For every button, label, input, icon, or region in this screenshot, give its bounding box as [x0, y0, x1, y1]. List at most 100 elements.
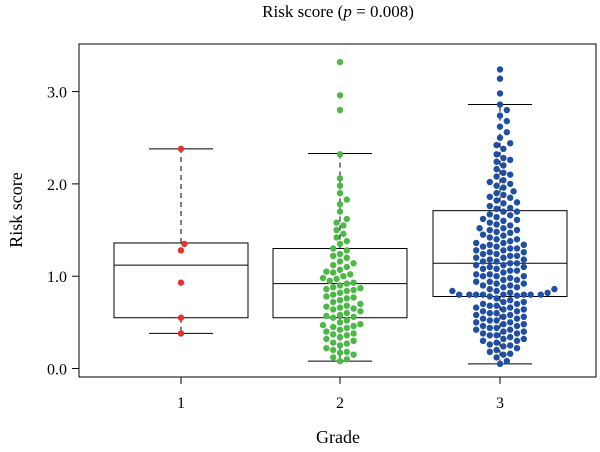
data-point: [473, 304, 480, 311]
data-point: [520, 280, 527, 287]
x-tick-label: 3: [496, 395, 504, 412]
data-point: [336, 106, 344, 114]
data-point: [493, 250, 500, 258]
data-point: [350, 351, 357, 358]
data-point: [343, 263, 350, 271]
data-point: [330, 323, 337, 331]
data-point: [473, 254, 480, 261]
data-point: [493, 332, 500, 339]
data-point: [486, 348, 493, 356]
data-point: [323, 293, 330, 300]
data-point: [343, 247, 350, 254]
data-point: [473, 247, 480, 254]
data-point: [520, 335, 527, 343]
data-point: [486, 241, 493, 249]
data-point: [473, 271, 480, 278]
data-point: [336, 258, 344, 265]
data-point: [513, 260, 521, 267]
data-point: [500, 162, 507, 169]
data-point: [479, 243, 487, 250]
data-point: [330, 354, 337, 361]
data-point: [500, 184, 507, 191]
data-point: [350, 294, 357, 301]
data-point: [177, 145, 185, 153]
data-point: [181, 240, 188, 248]
data-point: [479, 231, 487, 238]
data-point: [330, 346, 337, 354]
data-point: [336, 189, 344, 197]
data-point: [500, 191, 507, 199]
y-tick-label: 3.0: [47, 85, 67, 102]
data-point: [466, 291, 473, 298]
data-point: [177, 314, 185, 321]
data-point: [336, 175, 344, 182]
data-point: [177, 279, 185, 286]
data-point: [486, 332, 493, 339]
data-point: [496, 134, 504, 141]
data-point: [486, 317, 493, 324]
data-point: [520, 291, 527, 298]
data-point: [520, 263, 527, 271]
data-point: [343, 332, 350, 339]
data-point: [330, 298, 337, 306]
data-point: [513, 300, 521, 308]
data-point: [336, 266, 344, 273]
data-point: [343, 309, 350, 317]
data-point: [493, 302, 500, 309]
data-point: [500, 169, 507, 177]
data-point: [177, 247, 185, 254]
data-point: [503, 106, 510, 114]
data-point: [357, 320, 364, 328]
data-point: [479, 215, 487, 223]
data-point: [513, 337, 521, 345]
data-point: [479, 291, 487, 298]
data-point: [333, 234, 340, 241]
data-point: [479, 315, 487, 322]
data-point: [527, 291, 534, 298]
data-point: [507, 267, 514, 274]
data-point: [507, 212, 514, 219]
data-point: [496, 112, 504, 119]
data-point: [486, 202, 493, 210]
data-point: [496, 66, 504, 73]
data-point: [350, 260, 357, 267]
data-point: [500, 298, 507, 306]
data-point: [513, 344, 521, 352]
data-point: [336, 282, 344, 289]
data-point: [330, 306, 337, 313]
data-point: [479, 322, 487, 330]
data-point: [336, 92, 344, 99]
data-point: [473, 291, 480, 298]
data-point: [507, 204, 514, 212]
data-point: [357, 284, 364, 292]
data-point: [343, 356, 350, 363]
data-point: [500, 254, 507, 261]
data-point: [486, 256, 493, 263]
data-point: [507, 304, 514, 311]
data-point: [493, 205, 500, 213]
data-point: [319, 321, 327, 329]
data-point: [513, 226, 521, 234]
data-point: [336, 240, 344, 248]
data-point: [500, 306, 507, 313]
data-point: [493, 273, 500, 280]
data-point: [336, 333, 344, 341]
data-point: [479, 282, 487, 289]
data-point: [343, 302, 350, 309]
data-point: [350, 322, 357, 330]
data-point: [544, 289, 551, 297]
y-tick-label: 2.0: [47, 177, 67, 194]
data-point: [336, 349, 344, 357]
data-point: [493, 258, 500, 265]
data-point: [350, 330, 357, 337]
data-point: [507, 296, 514, 304]
data-point: [507, 222, 514, 229]
data-point: [493, 265, 500, 273]
data-point: [330, 284, 337, 291]
data-point: [507, 289, 514, 297]
data-point: [357, 308, 364, 315]
data-point: [507, 282, 514, 289]
data-point: [493, 339, 500, 346]
data-point: [343, 348, 350, 356]
